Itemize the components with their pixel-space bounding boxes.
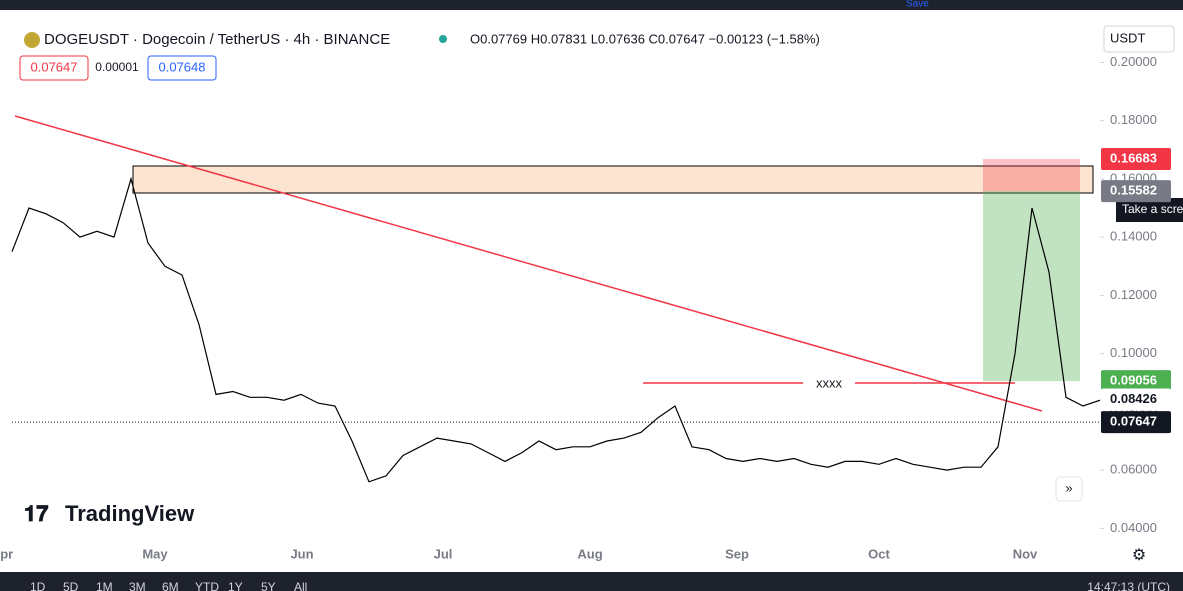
bid-price: 0.07647 bbox=[31, 59, 78, 74]
scroll-icon: » bbox=[1065, 480, 1072, 495]
price-badge-label: 0.16683 bbox=[1110, 150, 1157, 165]
tooltip-text: Take a screenshot bbox=[1122, 202, 1183, 216]
x-tick-label: Oct bbox=[868, 546, 890, 561]
y-tick-label: 0.20000 bbox=[1110, 54, 1157, 69]
spread: 0.00001 bbox=[95, 60, 139, 74]
clock: 14:47:13 (UTC) bbox=[1087, 580, 1170, 591]
coin-icon bbox=[24, 32, 40, 48]
bottom-toolbar bbox=[0, 572, 1183, 591]
zone-rectangle bbox=[132, 165, 1094, 194]
y-tick-label: 0.10000 bbox=[1110, 345, 1157, 360]
range-button[interactable]: 5D bbox=[63, 580, 79, 591]
currency-select[interactable] bbox=[1103, 25, 1175, 53]
range-button[interactable]: All bbox=[294, 580, 307, 591]
range-button[interactable]: 3M bbox=[129, 580, 146, 591]
price-badge-label: 0.08426 bbox=[1110, 391, 1157, 406]
range-button[interactable]: 1M bbox=[96, 580, 113, 591]
price-badge-label: 0.15582 bbox=[1110, 183, 1157, 198]
price-badge-label: 0.07647 bbox=[1110, 414, 1157, 429]
price-badge bbox=[1101, 411, 1171, 434]
y-tick-label: 0.18000 bbox=[1110, 112, 1157, 127]
target-zone bbox=[983, 191, 1080, 382]
scroll-button[interactable] bbox=[1055, 476, 1083, 502]
price-badge-label: 0.09056 bbox=[1110, 373, 1157, 388]
price-badge bbox=[1101, 148, 1171, 171]
y-tick-label: 0.14000 bbox=[1110, 229, 1157, 244]
x-tick-label: Apr bbox=[0, 546, 13, 561]
x-tick-label: Nov bbox=[1013, 546, 1038, 561]
ask-price: 0.07648 bbox=[159, 59, 206, 74]
settings-icon[interactable]: ⚙ bbox=[1132, 547, 1146, 564]
x-tick-label: Sep bbox=[725, 546, 749, 561]
top-toolbar bbox=[0, 0, 1183, 10]
price-line bbox=[11, 176, 1100, 483]
ask-box[interactable] bbox=[147, 55, 217, 81]
y-tick-label: 0.12000 bbox=[1110, 287, 1157, 302]
symbol-title: DOGEUSDT · Dogecoin / TetherUS · 4h · BI… bbox=[44, 31, 390, 48]
currency: USDT bbox=[1110, 30, 1145, 45]
trend-line bbox=[14, 115, 1043, 412]
x-tick-label: Aug bbox=[577, 546, 602, 561]
x-tick-label: Jun bbox=[290, 546, 313, 561]
watermark-logo: 𝟏𝟕 bbox=[24, 501, 49, 526]
ohlc: O0.07769 H0.07831 L0.07636 C0.07647 −0.0… bbox=[470, 31, 820, 46]
save-button[interactable]: Save bbox=[906, 0, 929, 10]
price-badge bbox=[1101, 180, 1171, 203]
y-tick-label: 0.06000 bbox=[1110, 462, 1157, 477]
x-tick-label: Jul bbox=[434, 546, 453, 561]
range-button[interactable]: 5Y bbox=[261, 580, 276, 591]
x-tick-label: May bbox=[142, 546, 168, 561]
y-tick-label: 0.04000 bbox=[1110, 520, 1157, 535]
stop-zone bbox=[983, 159, 1080, 192]
range-button[interactable]: 1Y bbox=[228, 580, 243, 591]
range-button[interactable]: YTD bbox=[195, 580, 219, 591]
range-button[interactable]: 6M bbox=[162, 580, 179, 591]
range-button[interactable]: 1D bbox=[30, 580, 46, 591]
line-annotation: xxxx bbox=[816, 375, 843, 390]
watermark: TradingView bbox=[65, 501, 195, 526]
status-dot bbox=[439, 35, 447, 43]
price-badge bbox=[1101, 370, 1171, 393]
plot-area bbox=[11, 115, 1100, 483]
bid-box[interactable] bbox=[19, 55, 89, 81]
price-badge bbox=[1101, 388, 1171, 411]
